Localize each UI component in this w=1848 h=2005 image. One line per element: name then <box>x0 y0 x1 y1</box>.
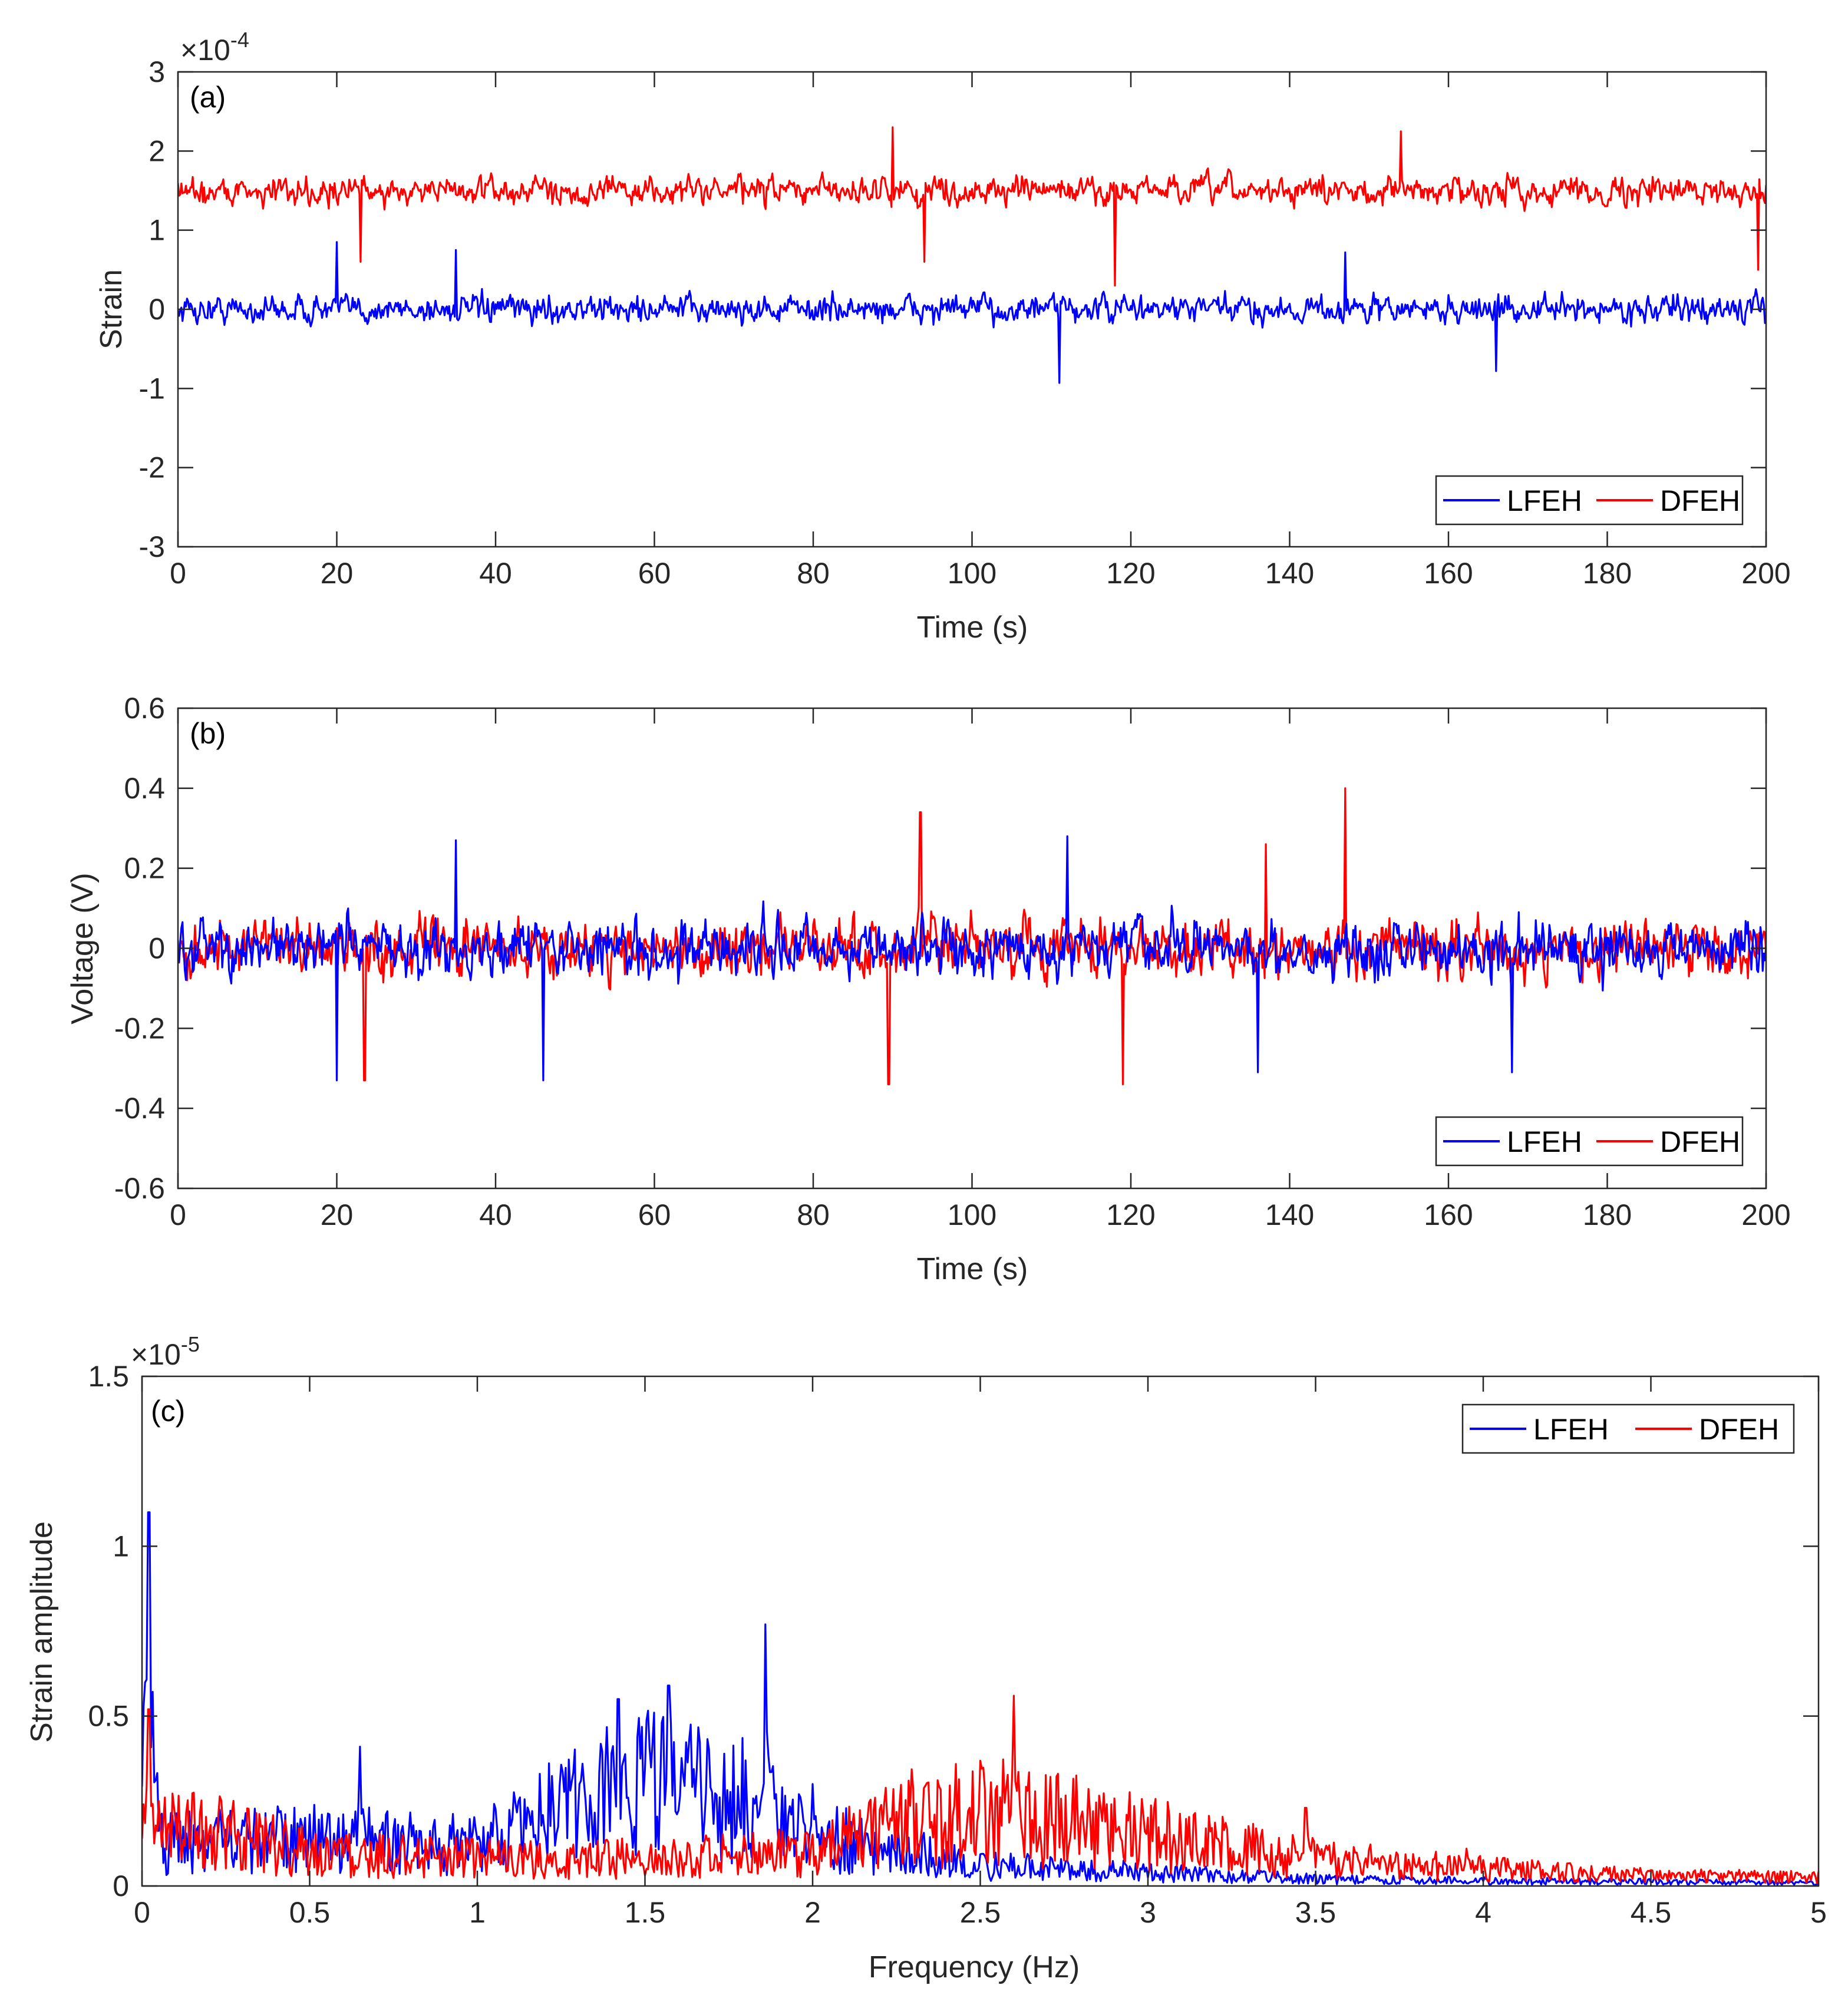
x-tick-label: 40 <box>479 1198 512 1231</box>
y-tick-label: 0 <box>148 293 165 326</box>
y-tick-label: 0 <box>148 932 165 965</box>
strain-time-panel: 0 20 40 60 80 100 120 140 160 180 200 -3 -2 -1 0 1 2 3 (… <box>94 28 1791 645</box>
y-tick-label: 0.6 <box>124 692 165 725</box>
x-tick-label: 3 <box>1140 1896 1156 1929</box>
x-tick-label: 60 <box>638 1198 671 1231</box>
y-tick-label: 0.5 <box>88 1700 129 1733</box>
series-line-dfeh <box>178 126 1766 287</box>
x-tick-label: 20 <box>321 557 354 590</box>
y-axis-title: Strain <box>94 269 128 349</box>
y-tick-label: -2 <box>139 451 165 484</box>
x-axis-title: Frequency (Hz) <box>869 1950 1080 1984</box>
x-tick-label: 80 <box>797 1198 830 1231</box>
x-tick-label: 160 <box>1424 557 1473 590</box>
y-axis-multiplier: ×10-4 <box>180 28 249 67</box>
x-axis-title: Time (s) <box>917 610 1028 645</box>
x-tick-label: 180 <box>1583 557 1632 590</box>
y-tick-label: -0.6 <box>114 1172 165 1205</box>
x-tick-label: 2.5 <box>960 1896 1001 1929</box>
x-tick-label: 4 <box>1475 1896 1491 1929</box>
y-tick-label: 1 <box>113 1530 129 1563</box>
voltage-time-panel: 0 20 40 60 80 100 120 140 160 180 200 -0.6 -0.4 -0.2… <box>65 692 1791 1286</box>
legend: LFEH DFEH <box>1461 1403 1795 1454</box>
legend-label-dfeh: DFEH <box>1699 1413 1779 1446</box>
strain-spectrum-panel: 0 0.5 1 1.5 2 2.5 3 3.5 4 4.5 5 0 0.5 1 1.5 (c) Frequ… <box>25 1332 1827 1984</box>
x-tick-label: 200 <box>1741 557 1790 590</box>
x-tick-label: 0 <box>134 1896 150 1929</box>
y-tick-marks: 0 0.5 1 1.5 <box>88 1360 1819 1902</box>
x-tick-label: 0.5 <box>289 1896 331 1929</box>
x-tick-marks: 0 20 40 60 80 100 120 140 160 180 200 <box>170 72 1791 590</box>
legend-label-lfeh: LFEH <box>1507 1125 1582 1158</box>
series-line-lfeh <box>178 241 1766 384</box>
x-tick-label: 140 <box>1265 1198 1314 1231</box>
panel-label: (c) <box>151 1395 185 1428</box>
y-tick-label: -1 <box>139 372 165 405</box>
x-axis-title: Time (s) <box>917 1252 1028 1286</box>
series-line-lfeh <box>142 1511 1819 1886</box>
x-tick-label: 40 <box>479 557 512 590</box>
x-tick-label: 200 <box>1741 1198 1790 1231</box>
legend-label-lfeh: LFEH <box>1507 484 1582 517</box>
x-tick-label: 1.5 <box>625 1896 666 1929</box>
x-tick-label: 3.5 <box>1295 1896 1336 1929</box>
panel-label: (a) <box>190 81 226 114</box>
y-tick-marks: -0.6 -0.4 -0.2 0 0.2 0.4 0.6 <box>114 692 1766 1205</box>
x-tick-label: 0 <box>170 557 186 590</box>
x-tick-label: 100 <box>948 1198 996 1231</box>
strain-series-layer <box>178 126 1766 384</box>
legend-label-lfeh: LFEH <box>1533 1413 1609 1446</box>
y-tick-label: 0.4 <box>124 772 165 805</box>
x-tick-marks: 0 0.5 1 1.5 2 2.5 3 3.5 4 4.5 5 <box>134 1376 1827 1929</box>
x-tick-label: 180 <box>1583 1198 1632 1231</box>
y-tick-label: 0.2 <box>124 852 165 885</box>
y-tick-marks: -3 -2 -1 0 1 2 3 <box>139 55 1766 563</box>
x-tick-label: 0 <box>170 1198 186 1231</box>
y-tick-label: 3 <box>148 55 165 88</box>
y-tick-label: -0.4 <box>114 1092 165 1125</box>
voltage-series-layer <box>178 787 1766 1085</box>
x-tick-label: 2 <box>804 1896 821 1929</box>
x-tick-label: 5 <box>1810 1896 1827 1929</box>
spectrum-series-layer <box>142 1511 1819 1886</box>
legend-label-dfeh: DFEH <box>1660 1125 1740 1158</box>
legend: LFEH DFEH <box>1435 475 1744 526</box>
legend: LFEH DFEH <box>1435 1116 1744 1167</box>
x-tick-marks: 0 20 40 60 80 100 120 140 160 180 200 <box>170 708 1791 1231</box>
y-tick-label: -3 <box>139 530 165 563</box>
y-tick-label: -0.2 <box>114 1012 165 1045</box>
x-tick-label: 20 <box>321 1198 354 1231</box>
legend-label-dfeh: DFEH <box>1660 484 1740 517</box>
x-tick-label: 120 <box>1106 557 1155 590</box>
y-tick-label: 2 <box>148 134 165 167</box>
x-tick-label: 4.5 <box>1631 1896 1672 1929</box>
panel-label: (b) <box>190 717 226 750</box>
series-line-dfeh <box>142 1694 1819 1884</box>
x-tick-label: 140 <box>1265 557 1314 590</box>
y-tick-label: 1 <box>148 214 165 247</box>
x-tick-label: 1 <box>469 1896 486 1929</box>
x-tick-label: 120 <box>1106 1198 1155 1231</box>
x-tick-label: 100 <box>948 557 996 590</box>
series-line-lfeh <box>178 835 1766 1082</box>
y-axis-title: Strain amplitude <box>25 1521 59 1743</box>
y-axis-multiplier: ×10-5 <box>131 1332 200 1371</box>
x-tick-label: 160 <box>1424 1198 1473 1231</box>
x-tick-label: 80 <box>797 557 830 590</box>
x-tick-label: 60 <box>638 557 671 590</box>
y-axis-title: Voltage (V) <box>65 873 100 1024</box>
y-tick-label: 1.5 <box>88 1360 129 1393</box>
y-tick-label: 0 <box>113 1869 129 1902</box>
